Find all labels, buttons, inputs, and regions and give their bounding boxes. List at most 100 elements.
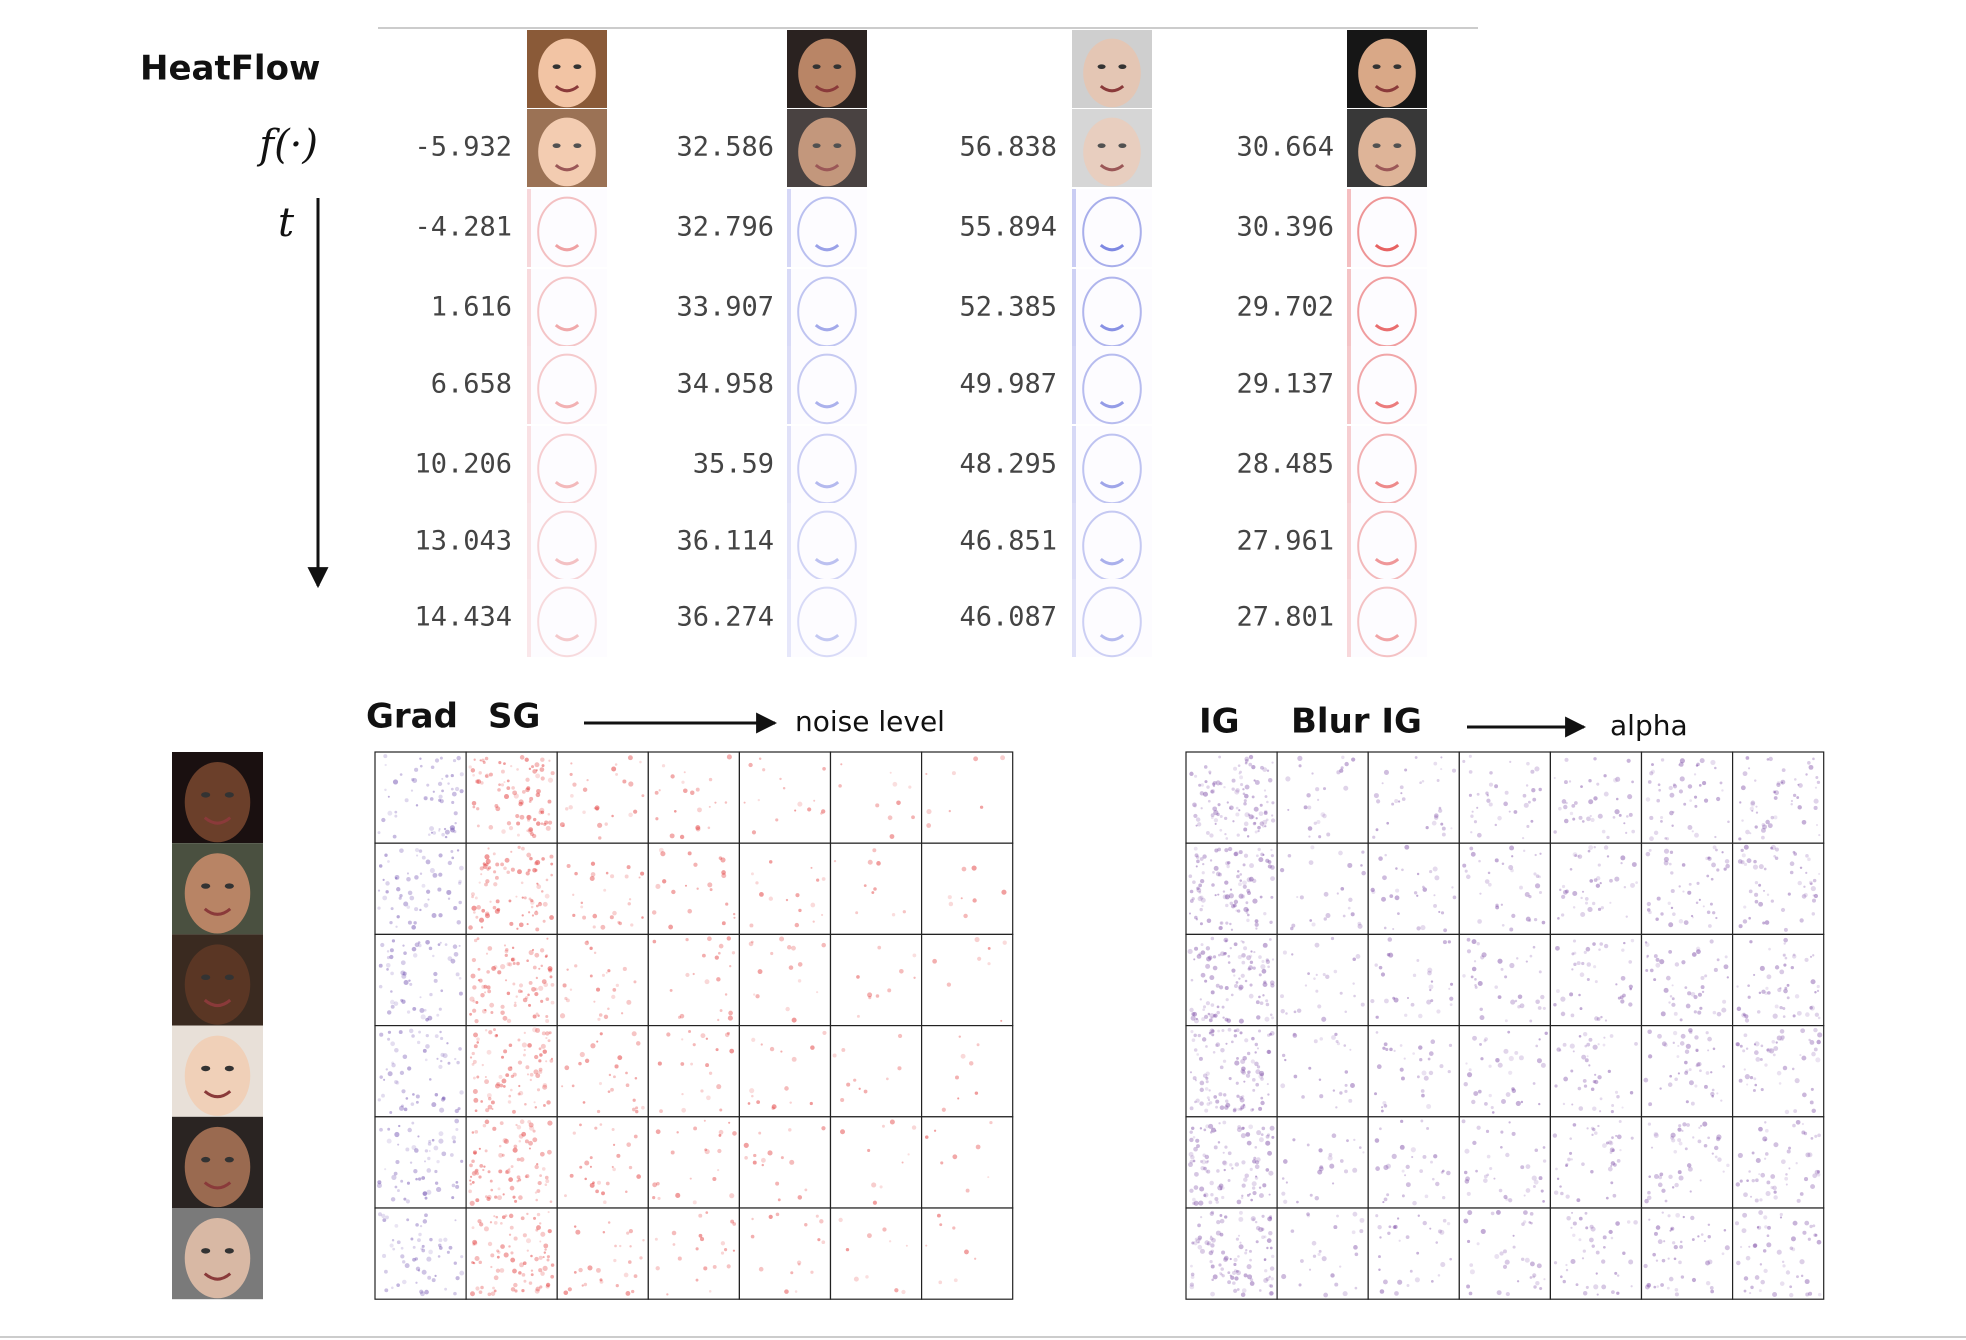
saliency-dot: [968, 1061, 974, 1066]
saliency-dot: [1416, 1251, 1420, 1255]
saliency-dot: [1792, 793, 1797, 798]
saliency-dot: [383, 754, 388, 759]
saliency-dot: [419, 908, 422, 912]
saliency-dot: [1238, 1244, 1244, 1250]
saliency-dot: [514, 1289, 518, 1293]
saliency-dot: [757, 798, 760, 802]
saliency-dot: [1256, 1065, 1261, 1069]
saliency-dot: [595, 1189, 599, 1194]
saliency-dot: [1377, 1224, 1382, 1230]
heat-outline: [1357, 196, 1417, 268]
saliency-dot: [404, 1263, 410, 1269]
saliency-dot: [1510, 999, 1516, 1005]
saliency-dot: [1712, 911, 1716, 915]
saliency-dot: [1572, 939, 1577, 943]
saliency-dot: [418, 943, 422, 948]
saliency-dot: [790, 1271, 794, 1275]
saliency-dot: [1251, 1108, 1255, 1111]
saliency-dot: [1443, 928, 1448, 933]
saliency-dot: [485, 862, 489, 866]
saliency-dot: [1594, 980, 1598, 984]
saliency-dot: [1815, 1057, 1821, 1063]
score: 30.396: [1236, 212, 1334, 243]
saliency-dot: [1578, 1238, 1582, 1242]
saliency-dot: [1258, 1137, 1264, 1143]
saliency-dot: [1447, 1069, 1451, 1074]
saliency-dot: [1190, 1015, 1196, 1021]
saliency-dot: [1721, 851, 1724, 854]
saliency-dot: [810, 902, 816, 908]
saliency-dot: [1792, 953, 1796, 957]
saliency-dot: [1240, 1133, 1246, 1139]
saliency-dot: [1197, 1223, 1201, 1228]
score: 55.894: [959, 212, 1057, 243]
saliency-dot: [380, 942, 385, 948]
saliency-dot: [1421, 779, 1425, 783]
saliency-dot: [414, 942, 420, 948]
saliency-dot: [1267, 864, 1272, 869]
eye: [224, 1248, 234, 1254]
saliency-dot: [1258, 1193, 1264, 1199]
saliency-dot: [1690, 1215, 1695, 1221]
saliency-dot: [508, 1233, 512, 1236]
saliency-dot: [579, 1165, 583, 1169]
saliency-dot: [894, 1288, 899, 1293]
saliency-dot: [1216, 1219, 1221, 1225]
saliency-dot: [1238, 893, 1244, 899]
saliency-dot: [414, 875, 419, 880]
saliency-dot: [1674, 1077, 1678, 1082]
saliency-dot: [1735, 1042, 1740, 1047]
saliency-dot: [1593, 757, 1597, 761]
saliency-dot: [1538, 875, 1542, 879]
saliency-dot: [1317, 1169, 1323, 1175]
saliency-dot: [867, 859, 873, 865]
saliency-dot: [1236, 833, 1240, 837]
heatmap: [1072, 426, 1152, 505]
saliency-dot: [1392, 928, 1395, 931]
saliency-dot: [1560, 913, 1565, 917]
saliency-dot: [1497, 1062, 1503, 1068]
saliency-dot: [520, 990, 523, 993]
saliency-dot: [726, 1264, 731, 1269]
saliency-dot: [475, 1198, 480, 1203]
saliency-dot: [1586, 816, 1591, 822]
saliency-dot: [1609, 878, 1613, 883]
saliency-dot: [714, 801, 717, 804]
saliency-dot: [508, 1213, 514, 1219]
saliency-dot: [1224, 880, 1229, 885]
saliency-dot: [1259, 821, 1265, 826]
saliency-dot: [536, 1088, 541, 1092]
saliency-dot: [654, 1237, 658, 1241]
saliency-dot: [582, 1101, 586, 1104]
heatmap-bg: [527, 346, 607, 424]
saliency-dot: [1197, 822, 1202, 827]
saliency-dot: [1664, 837, 1667, 840]
saliency-dot: [1193, 1018, 1199, 1024]
saliency-dot: [419, 757, 422, 760]
saliency-dot: [1785, 1270, 1791, 1275]
saliency-dot: [1293, 1074, 1298, 1079]
saliency-cell: [920, 842, 1014, 936]
cell-bg: [648, 1116, 740, 1208]
saliency-dot: [1611, 1290, 1615, 1294]
saliency-cell: [1640, 1024, 1734, 1118]
saliency-dot: [545, 825, 551, 831]
saliency-dot: [1586, 977, 1590, 982]
saliency-dot: [1681, 960, 1686, 965]
saliency-dot: [384, 1168, 387, 1171]
saliency-dot: [457, 1107, 461, 1111]
saliency-dot: [1658, 788, 1662, 792]
saliency-cell: [738, 1207, 832, 1300]
saliency-dot: [392, 1247, 396, 1251]
saliency-dot: [438, 829, 441, 832]
saliency-dot: [1558, 806, 1562, 811]
saliency-dot: [1497, 958, 1503, 964]
saliency-dot: [840, 763, 843, 766]
saliency-dot: [1753, 1043, 1757, 1046]
saliency-dot: [1509, 927, 1514, 932]
saliency-dot: [1765, 1152, 1769, 1156]
saliency-dot: [1653, 1133, 1659, 1139]
saliency-dot: [1577, 854, 1583, 859]
saliency-dot: [640, 871, 645, 876]
saliency-dot: [1353, 994, 1356, 998]
